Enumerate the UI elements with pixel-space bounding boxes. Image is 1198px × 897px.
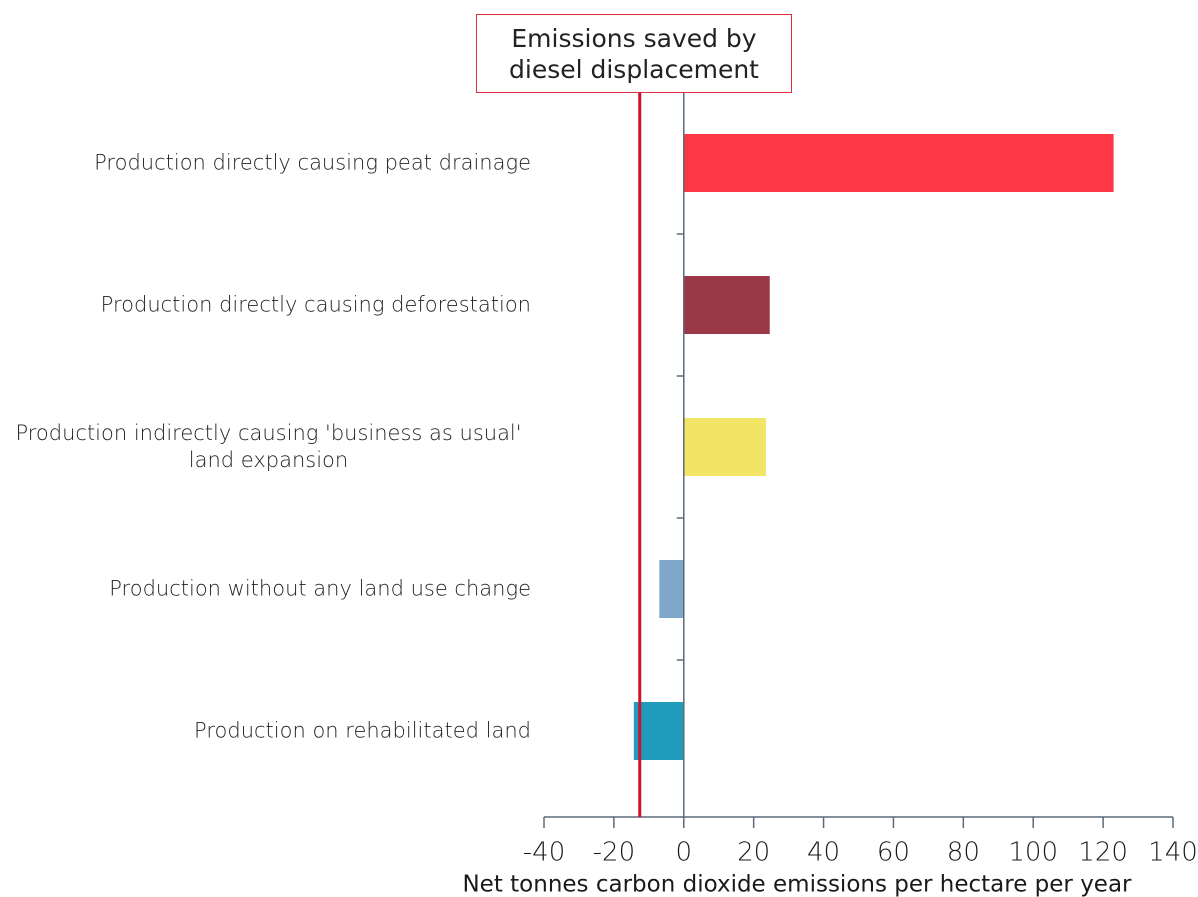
bar [659, 560, 684, 618]
category-label: Production directly causing peat drainag… [94, 150, 531, 175]
bar [633, 702, 684, 760]
x-tick-label: 80 [947, 838, 980, 868]
category-label: Production on rehabilitated land [194, 718, 531, 743]
x-tick-label: 20 [737, 838, 770, 868]
x-tick-label: 120 [1078, 838, 1128, 868]
bar [683, 134, 1114, 192]
x-tick-label: -20 [593, 838, 635, 868]
annotation-box: Emissions saved by diesel displacement [476, 14, 792, 93]
category-label: Production directly causing deforestatio… [100, 292, 531, 317]
x-tick-label: 140 [1148, 838, 1198, 868]
bar [683, 418, 766, 476]
category-label: Production without any land use change [109, 576, 531, 601]
x-tick-label: 0 [676, 838, 693, 868]
x-tick-label: -40 [523, 838, 565, 868]
x-tick-label: 40 [807, 838, 840, 868]
x-tick-label: 60 [877, 838, 910, 868]
bar [683, 276, 770, 334]
category-label: Production indirectly causing 'business … [15, 421, 522, 472]
x-tick-label: 100 [1008, 838, 1058, 868]
x-axis-title: Net tonnes carbon dioxide emissions per … [462, 872, 1132, 897]
